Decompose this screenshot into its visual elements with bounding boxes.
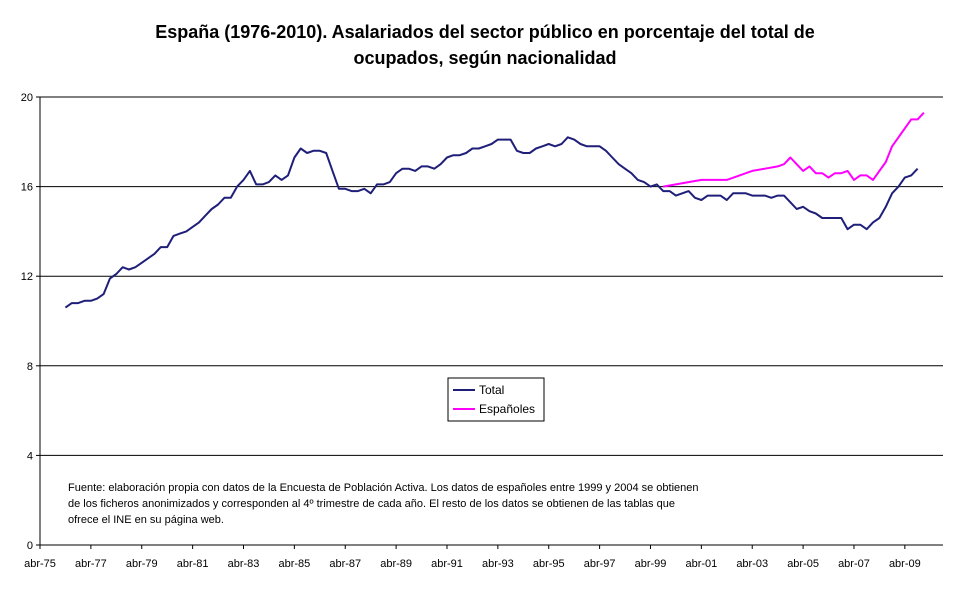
x-tick-label-abr-83: abr-83 — [228, 558, 260, 570]
chart-title-line-1: España (1976-2010). Asalariados del sect… — [155, 22, 815, 42]
legend-box — [447, 377, 545, 422]
x-tick-label-abr-03: abr-03 — [736, 558, 768, 570]
gridlines — [40, 96, 943, 456]
x-tick-label-abr-93: abr-93 — [482, 558, 514, 570]
x-tick-label-abr-99: abr-99 — [635, 558, 667, 570]
x-tick-label-abr-09: abr-09 — [889, 558, 921, 570]
y-tick-label-4: 4 — [27, 450, 33, 462]
x-tick-label-abr-01: abr-01 — [685, 558, 717, 570]
x-tick-label-abr-81: abr-81 — [177, 558, 209, 570]
legend: Total Españoles — [447, 377, 545, 422]
y-tick-label-8: 8 — [27, 361, 33, 373]
x-axis-ticks: abr-75 abr-77 abr-79 abr-81 abr-83 abr-85 abr-… — [24, 545, 921, 570]
x-tick-label-abr-07: abr-07 — [838, 558, 870, 570]
series-line-total — [64, 136, 919, 309]
source-note: Fuente: elaboración propia con datos de … — [68, 480, 788, 528]
y-tick-label-20: 20 — [21, 92, 33, 104]
x-tick-label-abr-89: abr-89 — [380, 558, 412, 570]
y-tick-label-16: 16 — [21, 182, 33, 194]
y-tick-label-0: 0 — [27, 540, 33, 552]
source-note-line-3: ofrece el INE en su página web. — [68, 514, 224, 526]
x-tick-label-abr-85: abr-85 — [278, 558, 310, 570]
y-axis-ticks: 0 4 8 12 16 20 — [21, 92, 40, 552]
x-tick-label-abr-05: abr-05 — [787, 558, 819, 570]
chart-title-line-2: ocupados, según nacionalidad — [353, 48, 616, 68]
series-lines — [64, 112, 925, 309]
x-tick-label-abr-79: abr-79 — [126, 558, 158, 570]
axes — [39, 97, 943, 546]
x-tick-label-abr-97: abr-97 — [584, 558, 616, 570]
legend-label-total: Total — [479, 383, 504, 397]
y-tick-label-12: 12 — [21, 271, 33, 283]
x-tick-label-abr-87: abr-87 — [329, 558, 361, 570]
legend-label-espanoles: Españoles — [479, 402, 535, 416]
x-tick-label-abr-75: abr-75 — [24, 558, 56, 570]
source-note-line-2: de los ficheros anonimizados y correspon… — [68, 498, 675, 510]
x-tick-label-abr-91: abr-91 — [431, 558, 463, 570]
x-tick-label-abr-95: abr-95 — [533, 558, 565, 570]
x-tick-label-abr-77: abr-77 — [75, 558, 107, 570]
series-line-espanoles — [663, 112, 925, 188]
source-note-line-1: Fuente: elaboración propia con datos de … — [68, 482, 699, 494]
